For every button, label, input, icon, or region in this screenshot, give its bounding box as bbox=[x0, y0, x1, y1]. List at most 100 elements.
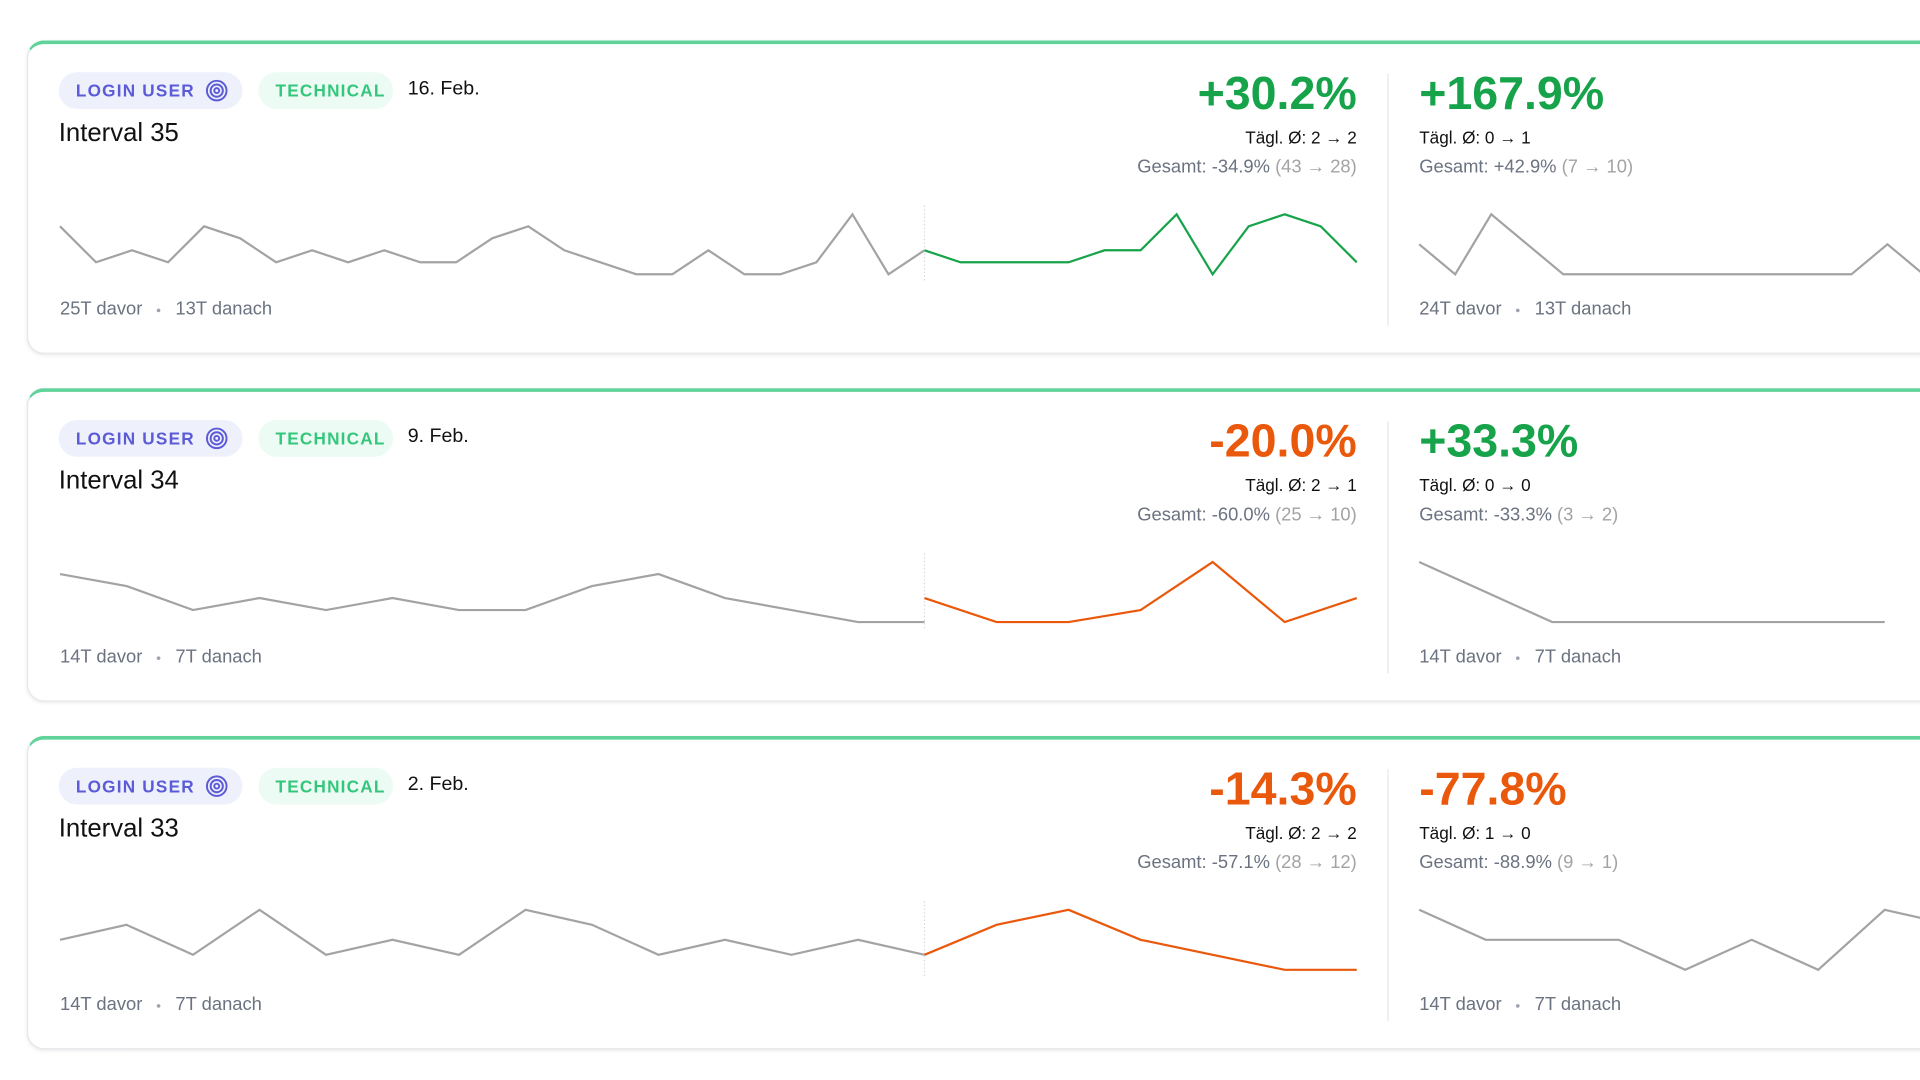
total-change: Gesamt: -33.3% (3 → 2) bbox=[1419, 504, 1618, 525]
badge-text: TECHNICAL bbox=[275, 428, 386, 449]
before-line bbox=[1418, 908, 1920, 972]
type-badge: TECHNICAL bbox=[258, 420, 394, 457]
total-percent: Gesamt: -34.9% bbox=[1137, 156, 1270, 178]
before-label: 14T davor bbox=[60, 646, 143, 668]
divider bbox=[1387, 421, 1389, 674]
date: 9. Feb. bbox=[407, 426, 469, 447]
target-icon bbox=[205, 775, 228, 797]
daily-average: Tägl. Ø: 2 → 2 bbox=[1245, 822, 1357, 843]
change-percent: -20.0% bbox=[1209, 416, 1357, 468]
user-badge: LOGIN USER bbox=[58, 72, 243, 109]
total-percent: Gesamt: -60.0% bbox=[1137, 504, 1270, 526]
total-counts: (25 → 10) bbox=[1275, 504, 1357, 526]
daily-average: Tägl. Ø: 0 → 0 bbox=[1419, 475, 1531, 495]
interval-title: Interval 33 bbox=[58, 814, 179, 843]
total-percent: Gesamt: +42.9% bbox=[1419, 156, 1557, 178]
change-percent: +167.9% bbox=[1419, 68, 1605, 121]
daily-average: Tägl. Ø: 2 → 1 bbox=[1245, 475, 1357, 495]
icon-ring bbox=[213, 434, 221, 442]
separator bbox=[1516, 308, 1520, 312]
period-labels: 25T davor 13T danach bbox=[60, 299, 272, 320]
badge-text: LOGIN USER bbox=[75, 776, 195, 796]
total-counts: (28 → 12) bbox=[1275, 852, 1357, 874]
period-labels: 14T davor 7T danach bbox=[1419, 647, 1621, 668]
user-badge: LOGIN USER bbox=[58, 767, 243, 805]
target-icon bbox=[205, 427, 228, 450]
icon-ring bbox=[209, 779, 224, 794]
after-line bbox=[924, 560, 1358, 624]
type-badge: TECHNICAL bbox=[258, 72, 394, 109]
before-line bbox=[59, 212, 926, 276]
interval-title: Interval 35 bbox=[58, 118, 179, 147]
after-label: 7T danach bbox=[1534, 994, 1622, 1016]
change-percent: +33.3% bbox=[1419, 416, 1579, 468]
after-label: 13T danach bbox=[1534, 298, 1632, 320]
before-line bbox=[59, 572, 925, 624]
interval-card: LOGIN USER TECHNICAL 2. Feb. Interval 33 -14… bbox=[26, 735, 1920, 1050]
total-counts: (7 → 10) bbox=[1561, 156, 1634, 178]
before-label: 24T davor bbox=[1419, 298, 1502, 320]
after-line bbox=[924, 212, 1358, 277]
total-change: Gesamt: +42.9% (7 → 10) bbox=[1419, 157, 1633, 178]
total-counts: (9 → 1) bbox=[1557, 852, 1619, 874]
date: 2. Feb. bbox=[407, 773, 469, 795]
period-labels: 14T davor 7T danach bbox=[1419, 994, 1621, 1015]
badge-text: TECHNICAL bbox=[275, 776, 386, 796]
sparklines bbox=[59, 553, 1885, 630]
daily-average: Tägl. Ø: 0 → 1 bbox=[1419, 127, 1531, 147]
after-line bbox=[924, 908, 1357, 971]
before-line bbox=[1418, 212, 1920, 276]
before-line bbox=[1418, 561, 1885, 624]
after-label: 13T danach bbox=[175, 298, 273, 320]
badge-text: LOGIN USER bbox=[75, 80, 195, 101]
total-change: Gesamt: -34.9% (43 → 28) bbox=[1137, 157, 1357, 178]
date: 16. Feb. bbox=[407, 78, 480, 100]
change-percent: -77.8% bbox=[1419, 764, 1567, 816]
before-label: 25T davor bbox=[60, 298, 143, 320]
before-label: 14T davor bbox=[1419, 994, 1502, 1016]
icon-ring bbox=[205, 427, 228, 450]
daily-average: Tägl. Ø: 2 → 2 bbox=[1245, 127, 1357, 147]
interval-card: LOGIN USER TECHNICAL 16. Feb. Interval 35 +3… bbox=[26, 40, 1920, 354]
total-percent: Gesamt: -88.9% bbox=[1419, 852, 1552, 874]
after-label: 7T danach bbox=[175, 994, 262, 1016]
change-percent: -14.3% bbox=[1209, 764, 1357, 816]
daily-average: Tägl. Ø: 1 → 0 bbox=[1419, 822, 1531, 843]
type-badge: TECHNICAL bbox=[258, 767, 394, 805]
icon-ring bbox=[213, 87, 221, 95]
separator bbox=[157, 1003, 161, 1008]
change-percent: +30.2% bbox=[1197, 68, 1357, 121]
total-change: Gesamt: -88.9% (9 → 1) bbox=[1419, 852, 1618, 873]
period-labels: 14T davor 7T danach bbox=[60, 647, 262, 668]
period-labels: 24T davor 13T danach bbox=[1419, 299, 1631, 320]
badge-text: TECHNICAL bbox=[275, 80, 386, 101]
user-badge: LOGIN USER bbox=[58, 420, 243, 457]
icon-ring bbox=[213, 782, 221, 790]
icon-ring bbox=[205, 775, 228, 797]
total-counts: (3 → 2) bbox=[1557, 504, 1619, 526]
period-labels: 14T davor 7T danach bbox=[60, 994, 262, 1015]
icon-ring bbox=[205, 79, 228, 102]
after-label: 7T danach bbox=[1534, 646, 1622, 668]
interval-card: LOGIN USER TECHNICAL 9. Feb. Interval 34 -20… bbox=[26, 388, 1920, 702]
total-percent: Gesamt: -57.1% bbox=[1137, 852, 1270, 874]
total-counts: (43 → 28) bbox=[1275, 156, 1357, 178]
separator bbox=[157, 308, 161, 312]
separator bbox=[1516, 1003, 1520, 1008]
before-line bbox=[59, 908, 925, 957]
total-percent: Gesamt: -33.3% bbox=[1419, 504, 1552, 526]
total-change: Gesamt: -57.1% (28 → 12) bbox=[1137, 852, 1357, 873]
separator bbox=[1516, 655, 1520, 660]
interval-title: Interval 34 bbox=[58, 466, 179, 495]
total-change: Gesamt: -60.0% (25 → 10) bbox=[1137, 504, 1357, 525]
icon-ring bbox=[209, 83, 224, 98]
target-icon bbox=[205, 79, 228, 102]
divider bbox=[1387, 73, 1389, 326]
before-label: 14T davor bbox=[1419, 646, 1502, 668]
separator bbox=[157, 655, 161, 660]
badge-text: LOGIN USER bbox=[75, 428, 195, 449]
sparklines bbox=[59, 901, 1920, 978]
after-label: 7T danach bbox=[175, 646, 262, 668]
